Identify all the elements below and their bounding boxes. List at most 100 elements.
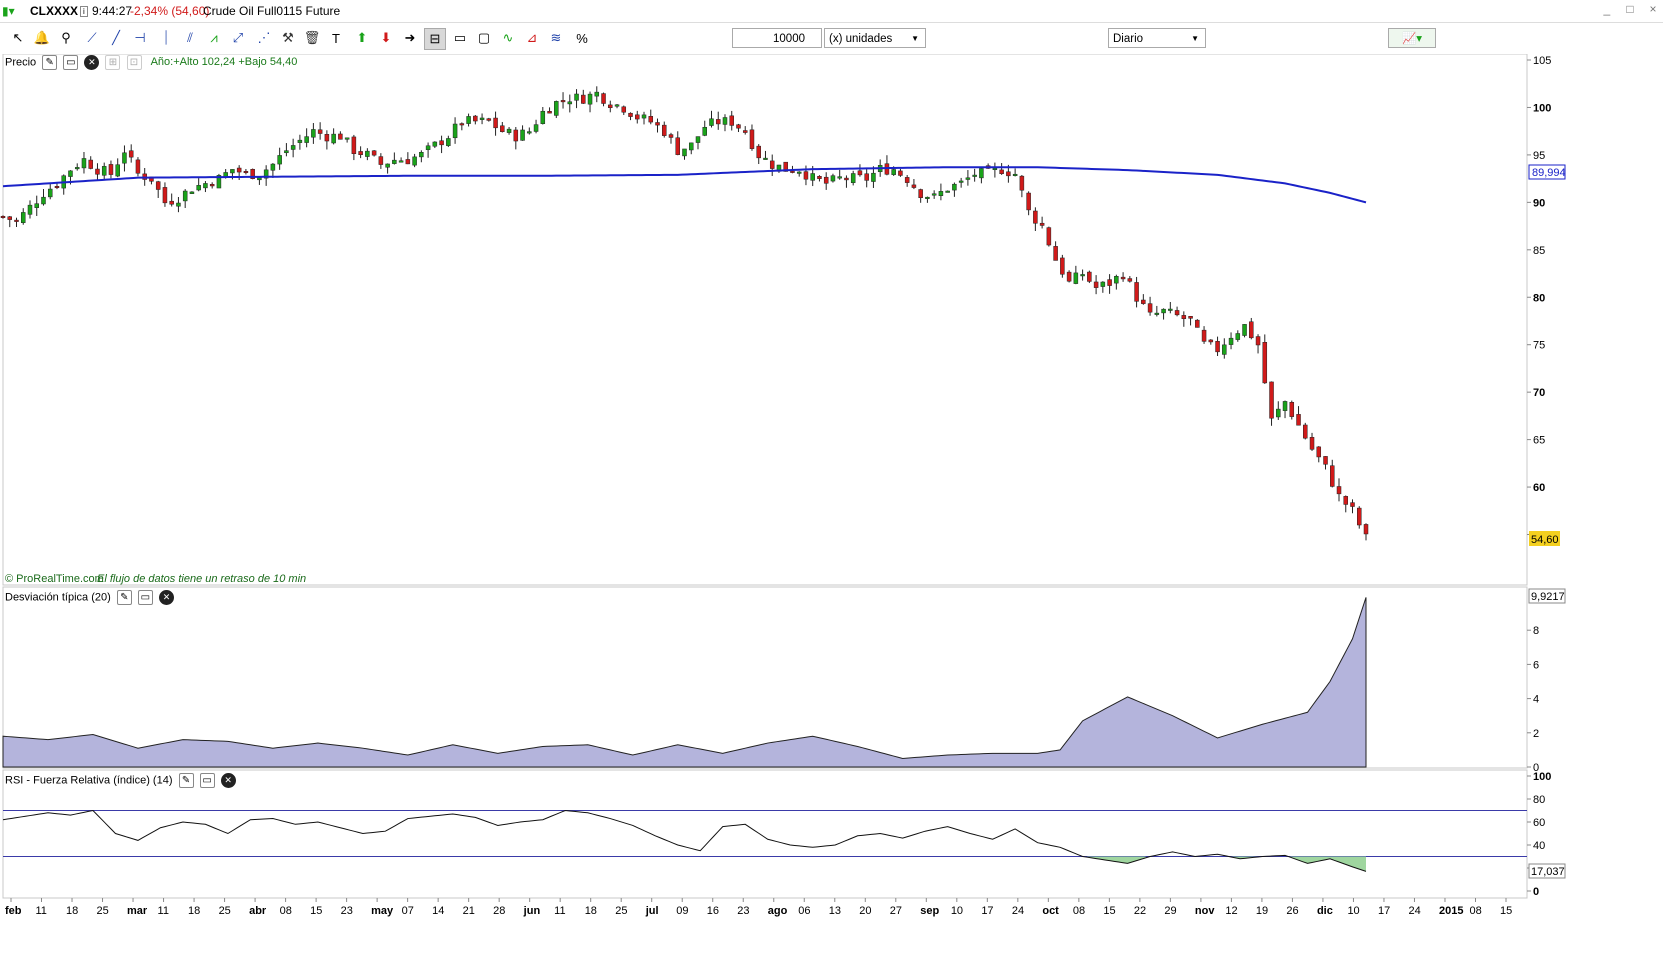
candle-down [459,123,465,126]
wrench-icon[interactable]: ✎ [116,590,132,605]
x-tick-label: 07 [402,905,414,917]
candle-down [648,116,654,123]
triangle-icon[interactable]: ⊿ [526,30,538,45]
rectangle-icon[interactable]: ▭ [453,30,467,45]
x-tick-label: 25 [219,905,231,917]
candle-down [1107,279,1112,286]
candle-up [331,133,336,144]
down-arrow-icon[interactable]: ⬇ [380,30,392,45]
candle-down [513,129,519,142]
std-tick-label: 0 [1533,762,1539,774]
horizontal-line-icon[interactable]: ⊣ [134,30,146,45]
period-select[interactable]: Diario [1108,28,1206,49]
candle-up [796,171,802,174]
candle-up [533,124,539,132]
symbol-label[interactable]: CLXXXX [30,4,79,18]
candle-up [965,177,971,180]
candle-up [931,193,937,196]
window-icon[interactable]: ▭ [137,590,153,605]
settings-icon[interactable]: ⊡ [126,55,142,70]
candle-up [304,136,309,143]
percent-icon[interactable]: % [576,30,588,46]
close-button[interactable]: × [1649,2,1657,16]
candle-up [81,158,87,169]
candle-up [695,136,701,143]
candle-up [1100,281,1106,287]
fan-icon[interactable]: ⋰ [257,30,271,45]
candle-down [560,100,566,103]
vertical-line-icon[interactable]: ⏐ [162,30,170,45]
maximize-button[interactable]: □ [1626,2,1634,16]
candle-up [938,191,944,196]
channel-icon[interactable]: ⫽ [187,30,193,45]
candle-up [432,141,438,147]
candle-up [270,163,276,171]
candle-down [1033,210,1038,224]
candle-down [135,159,141,174]
zoom-icon[interactable]: ⚲ [61,30,71,45]
rsi-oversold-fill [1289,856,1366,872]
text-icon[interactable]: T [332,30,340,46]
up-arrow-icon[interactable]: ⬆ [356,30,368,45]
rsi-tick-label: 40 [1533,840,1545,852]
candle-down [250,168,255,179]
last-price-label: 54,60 [1531,534,1559,546]
quantity-input[interactable]: 10000 [732,28,822,48]
close-icon[interactable]: ✕ [84,55,100,70]
regression-icon[interactable]: ⩘ [210,30,218,45]
wave-icon[interactable]: ∿ [502,30,514,45]
close-icon[interactable]: ✕ [220,773,236,788]
candle-icon[interactable]: ▮▾ [2,4,15,18]
candle-up [41,196,46,205]
candle-up [979,168,984,179]
minimize-button[interactable]: _ [1603,2,1611,16]
window-icon[interactable]: ▭ [63,55,79,70]
candle-down [405,159,411,165]
candle-up [1242,324,1247,336]
info-icon[interactable]: i [80,6,88,17]
price-title-label: Precio [5,56,37,69]
candle-up [506,128,512,133]
units-select[interactable]: (x) unidades [824,28,926,49]
window-icon[interactable]: ▭ [199,773,215,788]
wrench-icon[interactable]: ✎ [42,55,58,70]
right-arrow-icon[interactable]: ➜ [404,30,416,45]
chart-area[interactable]: 1051009590858075706560558642010080604020… [0,54,1663,972]
trash-icon[interactable]: 🗑 [303,30,321,45]
candle-down [1201,329,1207,342]
candle-down [635,114,640,120]
candle-down [729,115,734,126]
fibonacci-icon[interactable]: ⤢ [232,30,244,45]
candle-down [1093,281,1099,288]
pointer-icon[interactable]: ↖ [12,30,24,45]
std-tick-label: 8 [1533,625,1539,637]
candle-up [446,138,451,146]
rsi-value-tag [1528,863,1566,879]
x-tick-label: 2015 [1439,905,1463,917]
ellipse-icon[interactable]: ▢ [477,30,491,45]
x-tick-label: 29 [1164,905,1176,917]
tools-icon[interactable]: ⚒ [282,30,294,45]
candle-down [1262,342,1268,384]
line-icon[interactable]: ╱ [112,30,120,45]
wrench-icon[interactable]: ✎ [178,773,194,788]
gann-icon[interactable]: ≋ [550,30,562,45]
chart-style-icon[interactable]: 📈▾ [1388,28,1436,48]
alert-bell-icon[interactable]: 🔔 [33,30,51,45]
segment-icon[interactable]: ⟋ [87,30,97,45]
candle-down [864,173,869,181]
std-value-label: 9,9217 [1531,591,1565,603]
candle-up [216,175,222,189]
candle-down [904,177,910,183]
candle-down [581,94,586,104]
candle-up [479,117,485,120]
candle-down [371,150,377,156]
close-icon[interactable]: ✕ [158,590,174,605]
x-tick-label: 14 [432,905,444,917]
x-tick-label: jun [523,905,541,917]
expand-icon[interactable]: ⊞ [105,55,121,70]
x-tick-label: 10 [1347,905,1359,917]
candle-up [830,175,836,182]
ruler-icon[interactable]: ⊟ [424,28,446,50]
x-tick-label: 18 [188,905,200,917]
